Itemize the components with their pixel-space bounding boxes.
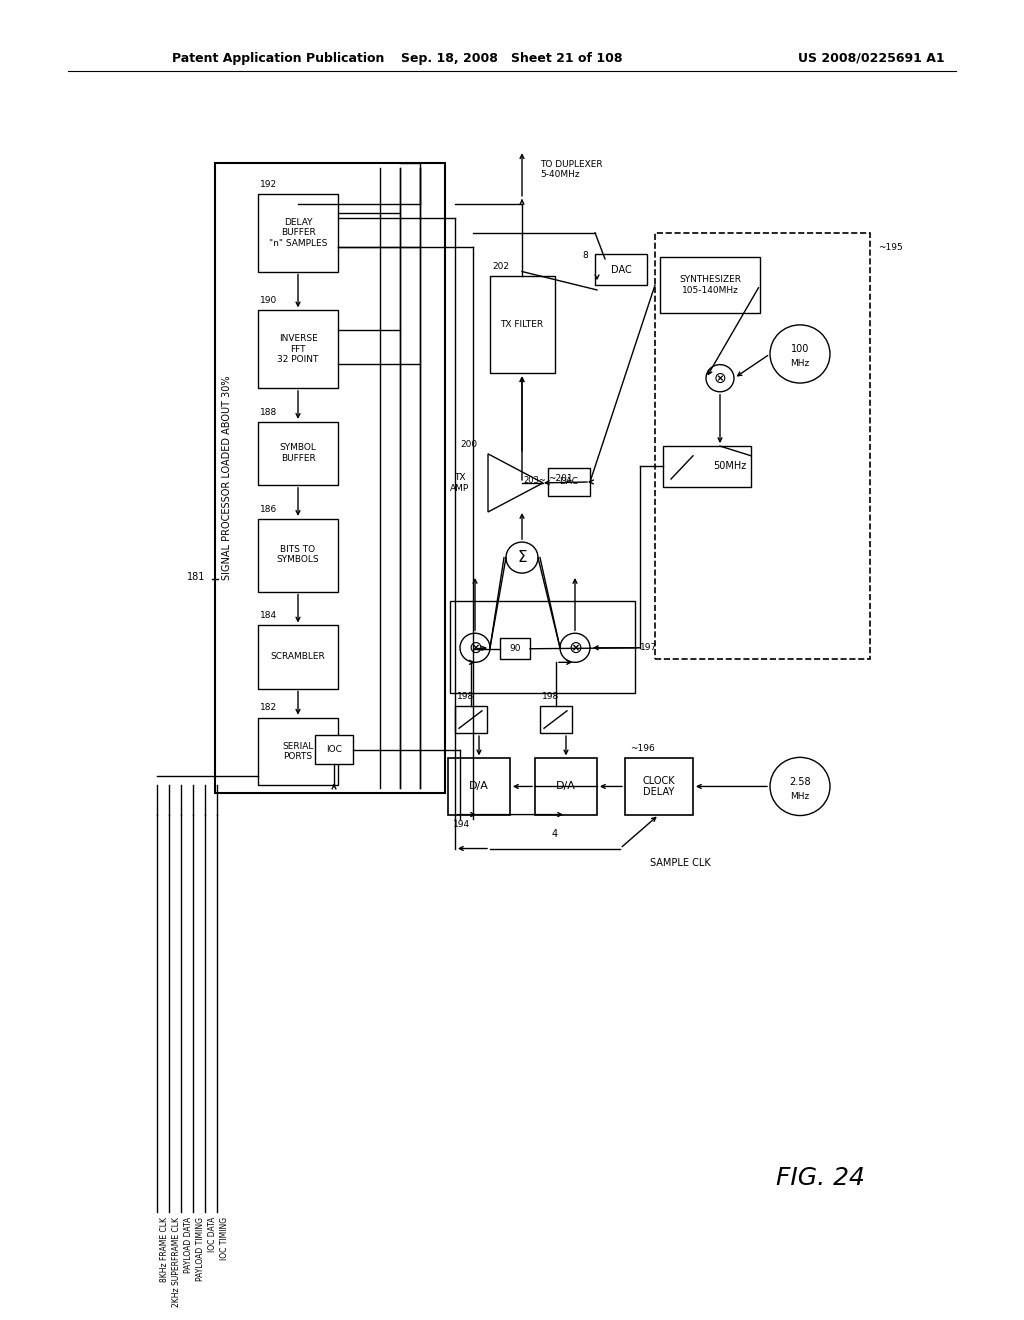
Bar xyxy=(258,194,338,272)
Circle shape xyxy=(460,634,490,663)
Text: MHz: MHz xyxy=(791,359,810,368)
Bar xyxy=(258,310,338,388)
Text: 4: 4 xyxy=(552,829,558,840)
Text: TX
AMP: TX AMP xyxy=(451,474,470,492)
Text: ⊗: ⊗ xyxy=(468,639,482,657)
Text: 8KHz FRAME CLK: 8KHz FRAME CLK xyxy=(160,1217,169,1282)
Text: 184: 184 xyxy=(260,611,278,620)
Text: 202: 202 xyxy=(492,263,509,271)
Text: Σ: Σ xyxy=(517,550,526,565)
Text: ~196: ~196 xyxy=(630,744,654,754)
Bar xyxy=(258,626,338,689)
Text: Sep. 18, 2008   Sheet 21 of 108: Sep. 18, 2008 Sheet 21 of 108 xyxy=(401,51,623,65)
Text: 194: 194 xyxy=(453,820,470,829)
Text: ~201: ~201 xyxy=(548,474,572,483)
Text: Patent Application Publication: Patent Application Publication xyxy=(172,51,384,65)
Text: TO DUPLEXER
5-40MHz: TO DUPLEXER 5-40MHz xyxy=(540,160,603,180)
Bar xyxy=(655,232,870,660)
Text: ⊗: ⊗ xyxy=(568,639,582,657)
Text: SERIAL
PORTS: SERIAL PORTS xyxy=(283,742,313,762)
Text: D/A: D/A xyxy=(469,781,488,792)
Circle shape xyxy=(770,325,830,383)
Text: 2KHz SUPERFRAME CLK: 2KHz SUPERFRAME CLK xyxy=(172,1217,181,1307)
Bar xyxy=(215,162,445,793)
Text: MHz: MHz xyxy=(791,792,810,801)
Polygon shape xyxy=(488,454,543,512)
Bar xyxy=(660,257,760,313)
Text: IOC: IOC xyxy=(326,744,342,754)
Text: D/A: D/A xyxy=(556,781,575,792)
Bar xyxy=(540,706,572,733)
Text: 190: 190 xyxy=(260,296,278,305)
Text: TX FILTER: TX FILTER xyxy=(501,321,544,330)
Text: SYNTHESIZER
105-140MHz: SYNTHESIZER 105-140MHz xyxy=(679,276,741,294)
Text: 192: 192 xyxy=(260,180,278,189)
Bar xyxy=(455,706,487,733)
Bar xyxy=(535,758,597,814)
Bar xyxy=(449,758,510,814)
Bar xyxy=(258,718,338,785)
Text: BITS TO
SYMBOLS: BITS TO SYMBOLS xyxy=(276,545,319,565)
Text: 203~: 203~ xyxy=(523,475,546,484)
Text: ~195: ~195 xyxy=(878,243,903,252)
Text: 50MHz: 50MHz xyxy=(713,462,746,471)
Circle shape xyxy=(560,634,590,663)
Text: IOC TIMING: IOC TIMING xyxy=(220,1217,229,1261)
Text: 2.58: 2.58 xyxy=(790,776,811,787)
Bar xyxy=(595,253,647,285)
Bar xyxy=(315,735,353,764)
Text: ⊗: ⊗ xyxy=(714,371,726,385)
Text: 181: 181 xyxy=(186,572,205,582)
Bar xyxy=(500,638,530,660)
Text: PAYLOAD TIMING: PAYLOAD TIMING xyxy=(196,1217,205,1280)
Text: FIG. 24: FIG. 24 xyxy=(775,1167,864,1191)
Bar xyxy=(663,446,751,487)
Bar xyxy=(548,469,590,495)
Text: 198: 198 xyxy=(457,692,474,701)
Text: DELAY
BUFFER
"n" SAMPLES: DELAY BUFFER "n" SAMPLES xyxy=(269,218,328,248)
Bar xyxy=(258,519,338,591)
Text: SCRAMBLER: SCRAMBLER xyxy=(270,652,326,661)
Bar xyxy=(625,758,693,814)
Circle shape xyxy=(770,758,830,816)
Text: 197: 197 xyxy=(640,643,657,652)
Text: SIGNAL PROCESSOR LOADED ABOUT 30%: SIGNAL PROCESSOR LOADED ABOUT 30% xyxy=(222,376,232,581)
Text: IOC DATA: IOC DATA xyxy=(208,1217,217,1253)
Text: DAC: DAC xyxy=(559,478,579,487)
Circle shape xyxy=(706,364,734,392)
Text: 200: 200 xyxy=(460,440,477,449)
Circle shape xyxy=(506,543,538,573)
Text: 90: 90 xyxy=(509,644,521,653)
Bar xyxy=(258,422,338,484)
Text: INVERSE
FFT
32 POINT: INVERSE FFT 32 POINT xyxy=(278,334,318,364)
Text: 100: 100 xyxy=(791,345,809,354)
Text: 182: 182 xyxy=(260,704,278,713)
Text: CLOCK
DELAY: CLOCK DELAY xyxy=(643,776,675,797)
Text: DAC: DAC xyxy=(610,264,632,275)
Text: SAMPLE CLK: SAMPLE CLK xyxy=(649,858,711,869)
Text: SYMBOL
BUFFER: SYMBOL BUFFER xyxy=(280,444,316,462)
Text: PAYLOAD DATA: PAYLOAD DATA xyxy=(184,1217,193,1274)
Text: 8: 8 xyxy=(582,251,588,260)
Bar xyxy=(450,601,635,693)
Text: 198: 198 xyxy=(542,692,559,701)
Bar xyxy=(490,276,555,374)
Text: 186: 186 xyxy=(260,504,278,513)
Text: 188: 188 xyxy=(260,408,278,417)
Text: US 2008/0225691 A1: US 2008/0225691 A1 xyxy=(799,51,945,65)
